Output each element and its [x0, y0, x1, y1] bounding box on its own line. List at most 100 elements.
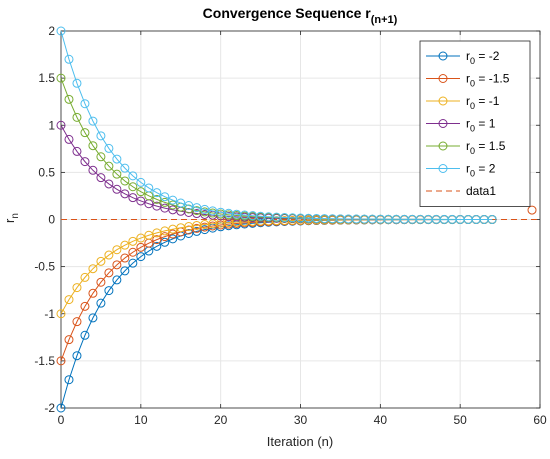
- x-tick-label: 40: [374, 413, 388, 427]
- data-point: [168, 195, 178, 205]
- legend-label: r0 = -1: [466, 94, 500, 111]
- x-axis-label: Iteration (n): [267, 434, 333, 449]
- y-tick-label: 2: [48, 24, 55, 38]
- legend-marker: [438, 119, 448, 128]
- legend-label-data1: data1: [466, 184, 496, 198]
- y-tick-label: -1.5: [34, 354, 55, 368]
- data-point: [136, 252, 146, 262]
- data-point: [64, 134, 74, 144]
- x-tick-label: 30: [294, 413, 308, 427]
- data-point: [120, 163, 130, 173]
- data-point: [160, 237, 170, 247]
- data-point: [96, 277, 106, 287]
- legend: r0 = -2 r0 = -1.5 r0 = -1 r0 = 1 r0 = 1.5 r0 …: [419, 40, 531, 207]
- data-point: [152, 194, 162, 204]
- x-tick-label: 50: [453, 413, 467, 427]
- data-point: [80, 272, 90, 282]
- data-point: [136, 242, 146, 252]
- data-point: [104, 143, 114, 153]
- data-point: [88, 165, 98, 175]
- legend-label: r0 = 1.5: [466, 139, 506, 156]
- data-point: [80, 157, 90, 167]
- data-point: [72, 317, 82, 327]
- data-point: [72, 146, 82, 156]
- data-point: [80, 99, 90, 109]
- data-point: [64, 94, 74, 104]
- x-tick-label: 20: [214, 413, 228, 427]
- data-point: [112, 275, 122, 285]
- data-point: [88, 313, 98, 323]
- data-point: [128, 258, 138, 268]
- series-line: [60, 30, 493, 220]
- data-point: [128, 193, 138, 203]
- data-point: [72, 351, 82, 361]
- data-point: [136, 233, 146, 243]
- data-point: [120, 266, 130, 276]
- data-point: [104, 268, 114, 278]
- data-point: [96, 256, 106, 266]
- legend-marker: [438, 141, 448, 151]
- data-point: [96, 131, 106, 141]
- data-point: [80, 128, 90, 138]
- data-point: [64, 375, 74, 385]
- y-tick-label: 1: [48, 118, 55, 132]
- y-tick-labels: -2 -1.5 -1 -0.5 0 0.5 1 1.5 2: [34, 24, 55, 415]
- data-point: [160, 232, 170, 242]
- data-point: [104, 179, 114, 189]
- series-group: [56, 26, 537, 413]
- y-tick-label: 0.5: [38, 165, 55, 179]
- data-point: [152, 241, 162, 251]
- data-point: [184, 201, 194, 211]
- data-point: [120, 189, 130, 199]
- y-tick-label: -2: [44, 401, 55, 415]
- data-point: [112, 169, 122, 179]
- data-point: [64, 54, 74, 64]
- extra-marker: [527, 205, 537, 215]
- data-point: [128, 247, 138, 257]
- data-point: [56, 356, 66, 366]
- legend-label: r0 = 2: [466, 162, 496, 179]
- chart-title: Convergence Sequence r(n+1): [203, 5, 398, 26]
- y-axis-label: rn: [2, 213, 21, 223]
- data-point: [112, 184, 122, 194]
- data-point: [112, 245, 122, 255]
- data-point: [88, 116, 98, 126]
- legend-marker: [438, 164, 448, 173]
- data-point: [56, 73, 66, 83]
- data-point: [80, 301, 90, 311]
- series-line: [60, 219, 493, 362]
- data-point: [56, 120, 66, 130]
- data-point: [88, 141, 98, 151]
- data-point: [104, 250, 114, 260]
- data-point: [120, 253, 130, 263]
- series-r0-2: [56, 26, 497, 224]
- data-point: [96, 173, 106, 183]
- y-tick-label: 0: [48, 213, 55, 227]
- x-tick-labels: 0 10 20 30 40 50 60: [58, 413, 547, 427]
- data-point: [168, 229, 178, 239]
- data-point: [136, 187, 146, 197]
- data-point: [72, 112, 82, 122]
- x-tick-label: 60: [533, 413, 547, 427]
- data-point: [64, 335, 74, 345]
- data-point: [136, 177, 146, 187]
- data-point: [112, 260, 122, 270]
- data-point: [128, 171, 138, 181]
- data-point: [160, 192, 170, 202]
- data-point: [104, 286, 114, 296]
- data-point: [128, 182, 138, 192]
- legend-box: [419, 40, 531, 207]
- data-point: [152, 188, 162, 198]
- data-point: [120, 176, 130, 186]
- data-point: [152, 235, 162, 245]
- legend-marker: [438, 74, 448, 83]
- legend-label: r0 = -2: [466, 49, 500, 66]
- data-point: [88, 264, 98, 274]
- y-tick-label: -1: [44, 307, 55, 321]
- data-point: [80, 330, 90, 340]
- legend-marker: [438, 51, 448, 61]
- data-point: [56, 26, 66, 36]
- x-tick-label: 10: [134, 413, 148, 427]
- legend-marker: [438, 96, 448, 106]
